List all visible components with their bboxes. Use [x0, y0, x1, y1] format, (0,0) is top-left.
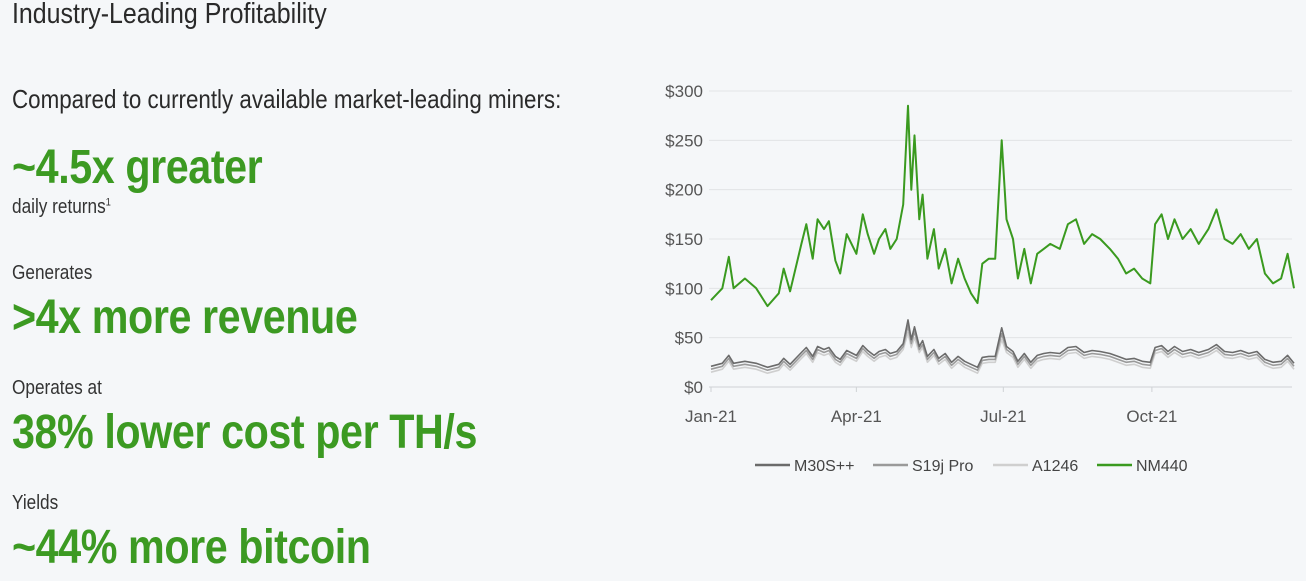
page-title: Industry-Leading Profitability [12, 0, 327, 30]
legend-label: S19j Pro [912, 458, 973, 475]
x-tick-label: Apr-21 [831, 407, 882, 426]
y-tick-label: $200 [665, 181, 703, 200]
y-tick-label: $250 [665, 131, 703, 150]
stat-revenue-value: >4x more revenue [12, 291, 358, 344]
legend-label: NM440 [1136, 458, 1188, 475]
stat-bitcoin-value: ~44% more bitcoin [12, 521, 371, 574]
x-tick-label: Oct-21 [1126, 407, 1177, 426]
legend-label: A1246 [1032, 458, 1078, 475]
y-tick-label: $0 [684, 378, 703, 397]
stat-revenue-label: Generates [12, 262, 93, 284]
y-tick-label: $50 [675, 329, 703, 348]
y-tick-label: $150 [665, 230, 703, 249]
y-tick-label: $300 [665, 82, 703, 101]
stat-cost-value: 38% lower cost per TH/s [12, 406, 477, 459]
stat-cost-label: Operates at [12, 377, 102, 399]
stat-bitcoin-label: Yields [12, 492, 59, 514]
footnote-marker: 1 [105, 196, 111, 209]
stat-returns-value: ~4.5x greater [12, 141, 263, 194]
legend-label: M30S++ [794, 458, 854, 475]
x-tick-label: Jan-21 [685, 407, 737, 426]
series-line-nm440 [710, 104, 1295, 308]
intro-text: Compared to currently available market-l… [12, 84, 562, 114]
series-line-a1246 [710, 331, 1295, 375]
x-tick-label: Jul-21 [980, 407, 1026, 426]
stat-returns-note: daily returns1 [12, 196, 111, 219]
series-line-s19j-pro [710, 324, 1295, 372]
stat-returns-note-text: daily returns [12, 196, 106, 218]
y-tick-label: $100 [665, 279, 703, 298]
series-line-m30s- [710, 319, 1295, 369]
